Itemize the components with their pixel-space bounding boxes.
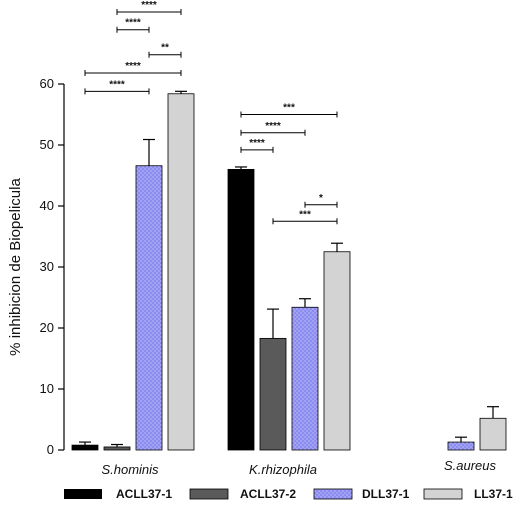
significance-label: **** xyxy=(125,18,141,29)
legend-swatch xyxy=(423,488,463,500)
x-tick-label: S.aureus xyxy=(444,458,497,473)
bar xyxy=(323,251,351,451)
bar xyxy=(447,441,475,451)
bar xyxy=(167,93,195,451)
significance-label: **** xyxy=(109,79,125,90)
legend-label: ACLL37-1 xyxy=(116,487,172,501)
x-axis-labels: S.hominis K.rhizophila S.aureus xyxy=(101,458,496,477)
y-tick-label: 30 xyxy=(40,259,54,274)
bar xyxy=(135,165,163,451)
bar xyxy=(71,444,99,451)
y-tick-label: 40 xyxy=(40,198,54,213)
bars xyxy=(71,93,507,451)
bar xyxy=(479,417,507,451)
significance-label: *** xyxy=(299,209,311,220)
y-tick-label: 0 xyxy=(47,442,54,457)
legend-swatch xyxy=(189,488,229,500)
y-tick-label: 50 xyxy=(40,137,54,152)
bar xyxy=(227,168,255,451)
significance-label: * xyxy=(319,193,323,204)
legend-label: DLL37-1 xyxy=(362,487,410,501)
significance-label: **** xyxy=(141,0,157,11)
y-tick-label: 10 xyxy=(40,381,54,396)
significance-label: *** xyxy=(283,103,295,114)
bar xyxy=(103,446,131,451)
legend-label: LL37-1 xyxy=(474,487,513,501)
y-tick-label: 20 xyxy=(40,320,54,335)
legend-swatch xyxy=(64,489,102,499)
significance-label: **** xyxy=(249,138,265,149)
significance-label: **** xyxy=(265,121,281,132)
x-tick-label: S.hominis xyxy=(101,462,159,477)
significance-brackets: ********************************* xyxy=(84,0,338,225)
legend: ACLL37-1 ACLL37-2 DLL37-1 LL37-1 xyxy=(64,487,513,501)
y-axis: 0 10 20 30 40 50 60 xyxy=(40,76,64,457)
bar xyxy=(259,337,287,451)
y-tick-label: 60 xyxy=(40,76,54,91)
significance-label: ** xyxy=(161,43,169,54)
bar xyxy=(291,306,319,451)
x-tick-label: K.rhizophila xyxy=(249,462,317,477)
error-bars xyxy=(79,90,499,447)
y-axis-title: % inhibicion de Biopelicula xyxy=(7,178,24,356)
significance-label: **** xyxy=(125,61,141,72)
legend-label: ACLL37-2 xyxy=(240,487,296,501)
legend-swatch xyxy=(313,488,353,500)
